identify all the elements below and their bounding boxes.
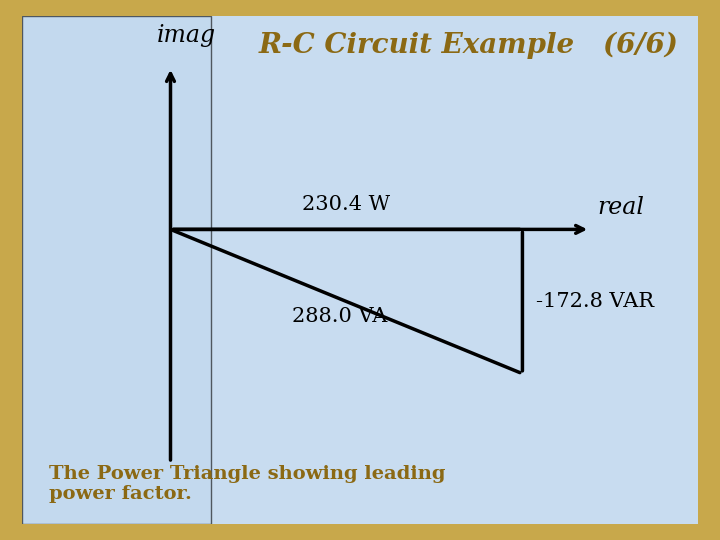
Text: real: real: [597, 196, 644, 219]
Text: -172.8 VAR: -172.8 VAR: [536, 292, 654, 311]
Text: imag: imag: [157, 24, 216, 46]
Text: 230.4 W: 230.4 W: [302, 195, 390, 214]
Text: The Power Triangle showing leading
power factor.: The Power Triangle showing leading power…: [49, 465, 445, 503]
FancyBboxPatch shape: [22, 16, 211, 524]
Text: R-C Circuit Example   (6/6): R-C Circuit Example (6/6): [258, 31, 678, 59]
Text: 288.0 VA: 288.0 VA: [292, 307, 387, 326]
